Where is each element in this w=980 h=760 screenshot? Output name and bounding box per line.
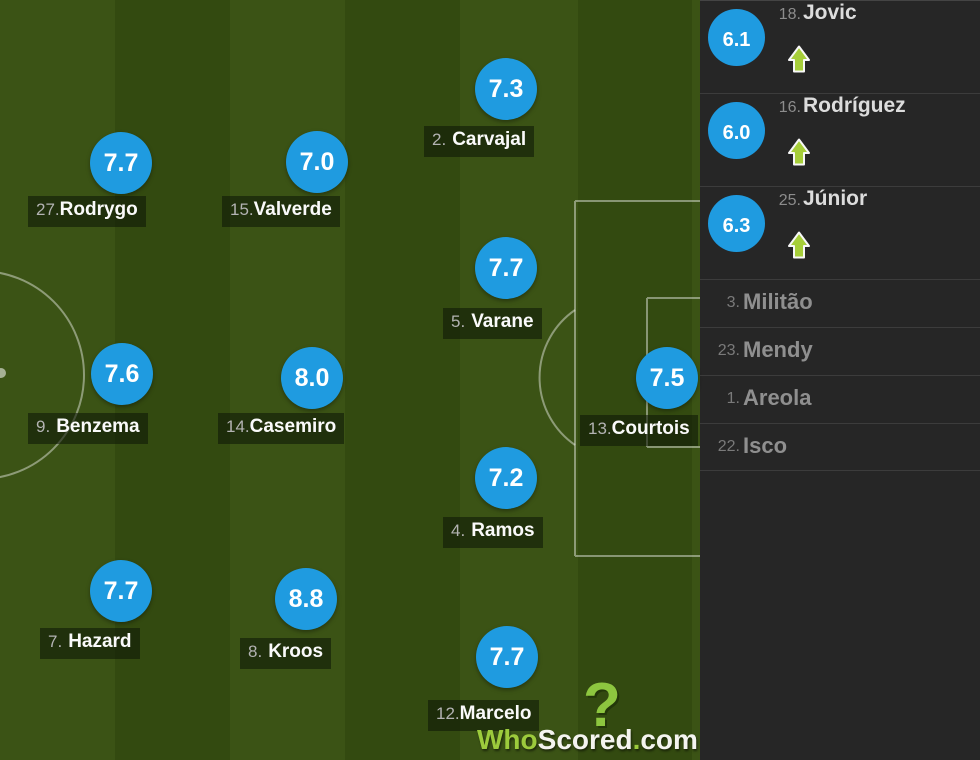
player-shirt-number: 12.: [436, 704, 460, 723]
player-rating-bubble[interactable]: 8.0: [281, 347, 343, 409]
player-name: Casemiro: [249, 416, 337, 437]
player-rating-bubble[interactable]: 8.8: [275, 568, 337, 630]
bench-player-name: Militão: [743, 289, 813, 314]
question-mark-icon: ?: [583, 671, 621, 740]
player-name-label[interactable]: 2. Carvajal: [424, 126, 535, 157]
player-name-label[interactable]: 9. Benzema: [28, 413, 148, 444]
player-name-label[interactable]: 4. Ramos: [443, 517, 543, 548]
player-shirt-number: 8.: [248, 642, 263, 661]
player-name: Marcelo: [459, 703, 532, 724]
substitute-shirt-number: 18.: [778, 6, 801, 23]
player-name: Varane: [471, 311, 534, 332]
whoscored-watermark[interactable]: ? WhoScored.com: [477, 671, 705, 758]
bench-shirt-number: 22.: [717, 438, 740, 455]
subbed-on-indicator: [788, 138, 810, 166]
player-name: Kroos: [268, 641, 324, 662]
player-name: Courtois: [611, 418, 690, 439]
player-rating-bubble[interactable]: 7.5: [636, 347, 698, 409]
player-shirt-number: 2.: [432, 130, 447, 149]
bench-row-areola[interactable]: 1. Areola: [700, 375, 980, 423]
unused-subs-list: 3. Militão 23. Mendy 1. Areola 22. Isco: [700, 279, 980, 471]
player-rating-bubble[interactable]: 7.7: [90, 132, 152, 194]
player-name-label[interactable]: 27.Rodrygo: [28, 196, 146, 227]
player-shirt-number: 14.: [226, 417, 250, 436]
player-rating-bubble[interactable]: 7.0: [286, 131, 348, 193]
bench-player-name: Areola: [743, 385, 812, 410]
bench-player-name: Isco: [743, 433, 788, 458]
player-shirt-number: 15.: [230, 200, 254, 219]
subbed-in-list: 6.1 18. Jovic 6.0 16. Rodríguez 6.3 25. Júnior: [700, 0, 980, 279]
player-rating-bubble[interactable]: 7.6: [91, 343, 153, 405]
pitch: 7.7 27.Rodrygo 7.0 15.Valverde 7.3 2. Carvajal…: [0, 0, 700, 760]
player-name-label[interactable]: 5. Varane: [443, 308, 542, 339]
player-name: Benzema: [56, 416, 140, 437]
player-shirt-number: 9.: [36, 417, 51, 436]
player-name-label[interactable]: 12.Marcelo: [428, 700, 540, 731]
substitute-rating-bubble[interactable]: 6.1: [708, 9, 765, 66]
substitute-name: Jovic: [803, 1, 857, 24]
substitutes-sidebar: 6.1 18. Jovic 6.0 16. Rodríguez 6.3 25. Júnior 3…: [700, 0, 980, 760]
player-name-label[interactable]: 8. Kroos: [240, 638, 332, 669]
bench-shirt-number: 3.: [726, 294, 740, 311]
player-rating-bubble[interactable]: 7.3: [475, 58, 537, 120]
bench-shirt-number: 23.: [717, 342, 740, 359]
substitute-rating-bubble[interactable]: 6.3: [708, 195, 765, 252]
subbed-on-indicator: [788, 231, 810, 259]
sub-on-icon: [788, 138, 810, 166]
sub-on-icon: [788, 231, 810, 259]
bench-row-militao[interactable]: 3. Militão: [700, 279, 980, 327]
player-name: Valverde: [253, 199, 332, 220]
player-name-label[interactable]: 13.Courtois: [580, 415, 698, 446]
player-name-label[interactable]: 7. Hazard: [40, 628, 140, 659]
player-shirt-number: 4.: [451, 521, 466, 540]
player-rating-bubble[interactable]: 7.7: [475, 237, 537, 299]
player-shirt-number: 7.: [48, 632, 63, 651]
bench-row-mendy[interactable]: 23. Mendy: [700, 327, 980, 375]
bench-shirt-number: 1.: [726, 390, 740, 407]
player-name-label[interactable]: 15.Valverde: [222, 196, 340, 227]
player-shirt-number: 5.: [451, 312, 466, 331]
player-name: Carvajal: [452, 129, 527, 150]
player-rating-bubble[interactable]: 7.7: [476, 626, 538, 688]
player-rating-bubble[interactable]: 7.2: [475, 447, 537, 509]
player-name: Ramos: [471, 520, 535, 541]
substitute-row-junior[interactable]: 6.3 25. Júnior: [700, 186, 980, 279]
player-rating-bubble[interactable]: 7.7: [90, 560, 152, 622]
player-shirt-number: 13.: [588, 419, 612, 438]
player-name: Rodrygo: [59, 199, 138, 220]
whoscored-logo-text: WhoScored.com: [477, 724, 698, 755]
substitute-name: Rodríguez: [803, 94, 906, 117]
bench-player-name: Mendy: [743, 337, 813, 362]
player-name-label[interactable]: 14.Casemiro: [218, 413, 345, 444]
substitute-row-rodriguez[interactable]: 6.0 16. Rodríguez: [700, 93, 980, 186]
player-shirt-number: 27.: [36, 200, 60, 219]
sub-on-icon: [788, 45, 810, 73]
bench-row-isco[interactable]: 22. Isco: [700, 423, 980, 471]
substitute-shirt-number: 16.: [778, 99, 801, 116]
substitute-rating-bubble[interactable]: 6.0: [708, 102, 765, 159]
subbed-on-indicator: [788, 45, 810, 73]
substitute-name: Júnior: [803, 187, 868, 210]
substitute-shirt-number: 25.: [778, 192, 801, 209]
player-name: Hazard: [68, 631, 132, 652]
substitute-row-jovic[interactable]: 6.1 18. Jovic: [700, 0, 980, 93]
